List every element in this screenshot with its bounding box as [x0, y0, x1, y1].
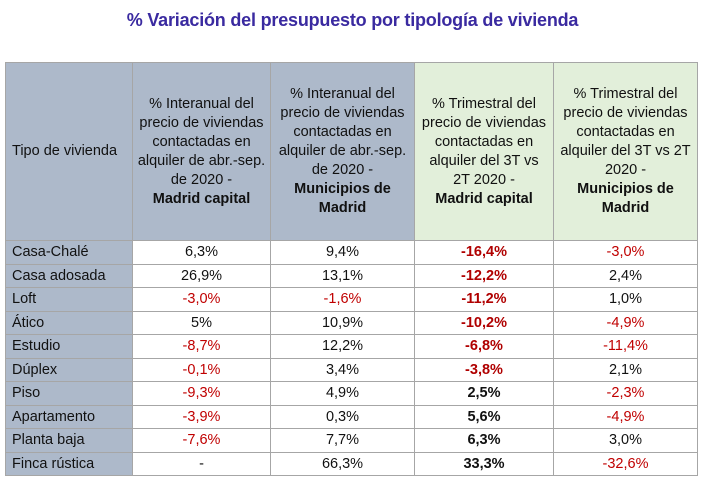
row-label: Estudio [5, 334, 133, 359]
row-label: Finca rústica [5, 451, 133, 476]
cell-trimestral-capital: 2,5% [414, 381, 554, 406]
cell-trimestral-municipios: -4,9% [553, 310, 698, 335]
cell-trimestral-municipios: -3,0% [553, 240, 698, 265]
cell-interanual-municipios: 7,7% [270, 428, 415, 453]
cell-trimestral-municipios: -32,6% [553, 451, 698, 476]
header-tipo: Tipo de vivienda [5, 62, 133, 241]
cell-trimestral-capital: -10,2% [414, 310, 554, 335]
table-row: Dúplex -0,1% 3,4% -3,8% 2,1% [5, 357, 698, 382]
header-text: % Trimestral del precio de viviendas con… [421, 95, 547, 188]
cell-interanual-capital: -9,3% [132, 381, 271, 406]
cell-interanual-capital: -8,7% [132, 334, 271, 359]
header-text: % Trimestral del precio de viviendas con… [560, 86, 691, 178]
table-row: Piso -9,3% 4,9% 2,5% -2,3% [5, 381, 698, 406]
cell-interanual-municipios: 10,9% [270, 310, 415, 335]
header-text: % Interanual del precio de viviendas con… [137, 95, 266, 188]
cell-interanual-capital: -0,1% [132, 357, 271, 382]
cell-interanual-municipios: 13,1% [270, 263, 415, 288]
table-row: Finca rústica -66,3% 33,3% -32,6% [5, 451, 698, 476]
variation-table: Tipo de vivienda % Interanual del precio… [5, 62, 698, 476]
cell-interanual-municipios: 3,4% [270, 357, 415, 382]
header-trimestral-capital: % Trimestral del precio de viviendas con… [414, 62, 554, 241]
cell-interanual-municipios: 4,9% [270, 381, 415, 406]
cell-interanual-capital: 5% [132, 310, 271, 335]
row-label: Apartamento [5, 404, 133, 429]
cell-interanual-capital: 6,3% [132, 240, 271, 265]
cell-interanual-capital: -3,0% [132, 287, 271, 312]
cell-interanual-municipios: 9,4% [270, 240, 415, 265]
row-label: Loft [5, 287, 133, 312]
cell-interanual-capital: -3,9% [132, 404, 271, 429]
header-row: Tipo de vivienda % Interanual del precio… [5, 62, 698, 241]
cell-trimestral-municipios: -4,9% [553, 404, 698, 429]
header-bold: Madrid capital [435, 190, 533, 207]
header-interanual-municipios: % Interanual del precio de viviendas con… [270, 62, 415, 241]
cell-interanual-municipios: 66,3% [270, 451, 415, 476]
header-text: % Interanual del precio de viviendas con… [278, 86, 407, 178]
row-label: Casa adosada [5, 263, 133, 288]
row-label: Dúplex [5, 357, 133, 382]
cell-interanual-municipios: 12,2% [270, 334, 415, 359]
header-bold: Municipios de Madrid [294, 181, 391, 216]
cell-interanual-capital: - [132, 451, 271, 476]
header-bold: Municipios de Madrid [577, 181, 674, 216]
page-title: % Variación del presupuesto por tipologí… [126, 10, 579, 30]
cell-trimestral-capital: -3,8% [414, 357, 554, 382]
row-label: Planta baja [5, 428, 133, 453]
cell-interanual-capital: -7,6% [132, 428, 271, 453]
row-label: Ático [5, 310, 133, 335]
cell-trimestral-capital: 33,3% [414, 451, 554, 476]
cell-trimestral-municipios: 2,1% [553, 357, 698, 382]
cell-trimestral-municipios: 2,4% [553, 263, 698, 288]
cell-trimestral-municipios: 1,0% [553, 287, 698, 312]
cell-trimestral-capital: -6,8% [414, 334, 554, 359]
cell-interanual-capital: 26,9% [132, 263, 271, 288]
header-text: Tipo de vivienda [12, 143, 118, 159]
cell-trimestral-capital: -11,2% [414, 287, 554, 312]
header-bold: Madrid capital [152, 190, 251, 207]
table-row: Apartamento -3,9% 0,3% 5,6% -4,9% [5, 404, 698, 429]
cell-trimestral-capital: 5,6% [414, 404, 554, 429]
header-trimestral-municipios: % Trimestral del precio de viviendas con… [553, 62, 698, 241]
cell-trimestral-capital: -16,4% [414, 240, 554, 265]
table-row: Ático 5% 10,9% -10,2% -4,9% [5, 310, 698, 335]
table-row: Planta baja -7,6% 7,7% 6,3% 3,0% [5, 428, 698, 453]
cell-trimestral-municipios: -11,4% [553, 334, 698, 359]
cell-interanual-municipios: 0,3% [270, 404, 415, 429]
row-label: Casa-Chalé [5, 240, 133, 265]
table-row: Casa adosada 26,9% 13,1% -12,2% 2,4% [5, 263, 698, 288]
table-row: Casa-Chalé 6,3% 9,4% -16,4% -3,0% [5, 240, 698, 265]
cell-interanual-municipios: -1,6% [270, 287, 415, 312]
table-row: Loft -3,0% -1,6% -11,2% 1,0% [5, 287, 698, 312]
header-interanual-capital: % Interanual del precio de viviendas con… [132, 62, 271, 241]
cell-trimestral-municipios: -2,3% [553, 381, 698, 406]
row-label: Piso [5, 381, 133, 406]
cell-trimestral-capital: 6,3% [414, 428, 554, 453]
cell-trimestral-municipios: 3,0% [553, 428, 698, 453]
table-row: Estudio -8,7% 12,2% -6,8% -11,4% [5, 334, 698, 359]
cell-trimestral-capital: -12,2% [414, 263, 554, 288]
